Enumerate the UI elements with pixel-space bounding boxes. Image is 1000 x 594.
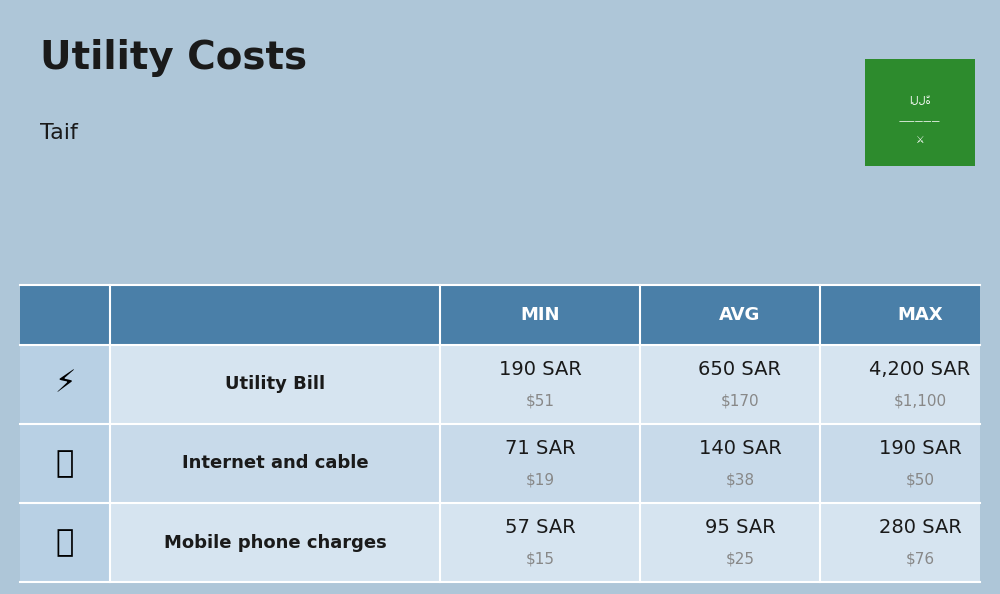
Text: 4,200 SAR: 4,200 SAR	[869, 360, 971, 379]
Text: ⚡: ⚡	[54, 369, 76, 399]
Text: Utility Bill: Utility Bill	[225, 375, 325, 393]
FancyBboxPatch shape	[20, 285, 980, 345]
FancyBboxPatch shape	[20, 345, 110, 424]
Text: 190 SAR: 190 SAR	[499, 360, 581, 379]
FancyBboxPatch shape	[110, 503, 980, 582]
Text: $25: $25	[726, 552, 755, 567]
Text: Internet and cable: Internet and cable	[182, 454, 368, 472]
Text: Mobile phone charges: Mobile phone charges	[164, 533, 386, 551]
Text: Taif: Taif	[40, 122, 78, 143]
Text: $51: $51	[526, 393, 554, 408]
FancyBboxPatch shape	[110, 345, 980, 424]
Text: 📱: 📱	[56, 528, 74, 557]
Text: $15: $15	[526, 552, 554, 567]
Text: 190 SAR: 190 SAR	[879, 439, 961, 458]
Text: 280 SAR: 280 SAR	[879, 518, 961, 537]
Text: 📶: 📶	[56, 449, 74, 478]
Text: $38: $38	[725, 472, 755, 488]
Text: AVG: AVG	[719, 306, 761, 324]
Text: 95 SAR: 95 SAR	[705, 518, 775, 537]
Text: $1,100: $1,100	[893, 393, 947, 408]
Text: 650 SAR: 650 SAR	[698, 360, 782, 379]
Text: —————: —————	[899, 117, 941, 127]
FancyBboxPatch shape	[110, 424, 980, 503]
Text: $76: $76	[905, 552, 935, 567]
FancyBboxPatch shape	[20, 424, 110, 503]
FancyBboxPatch shape	[20, 503, 110, 582]
Text: Utility Costs: Utility Costs	[40, 39, 307, 77]
Text: ⚔: ⚔	[916, 135, 924, 144]
Text: $19: $19	[525, 472, 555, 488]
Text: 71 SAR: 71 SAR	[505, 439, 575, 458]
Text: MAX: MAX	[897, 306, 943, 324]
FancyBboxPatch shape	[865, 59, 975, 166]
Text: $170: $170	[721, 393, 759, 408]
Text: $50: $50	[906, 472, 934, 488]
Text: 57 SAR: 57 SAR	[505, 518, 575, 537]
Text: MIN: MIN	[520, 306, 560, 324]
Text: 140 SAR: 140 SAR	[699, 439, 781, 458]
Text: اللّٰه: اللّٰه	[909, 96, 931, 106]
